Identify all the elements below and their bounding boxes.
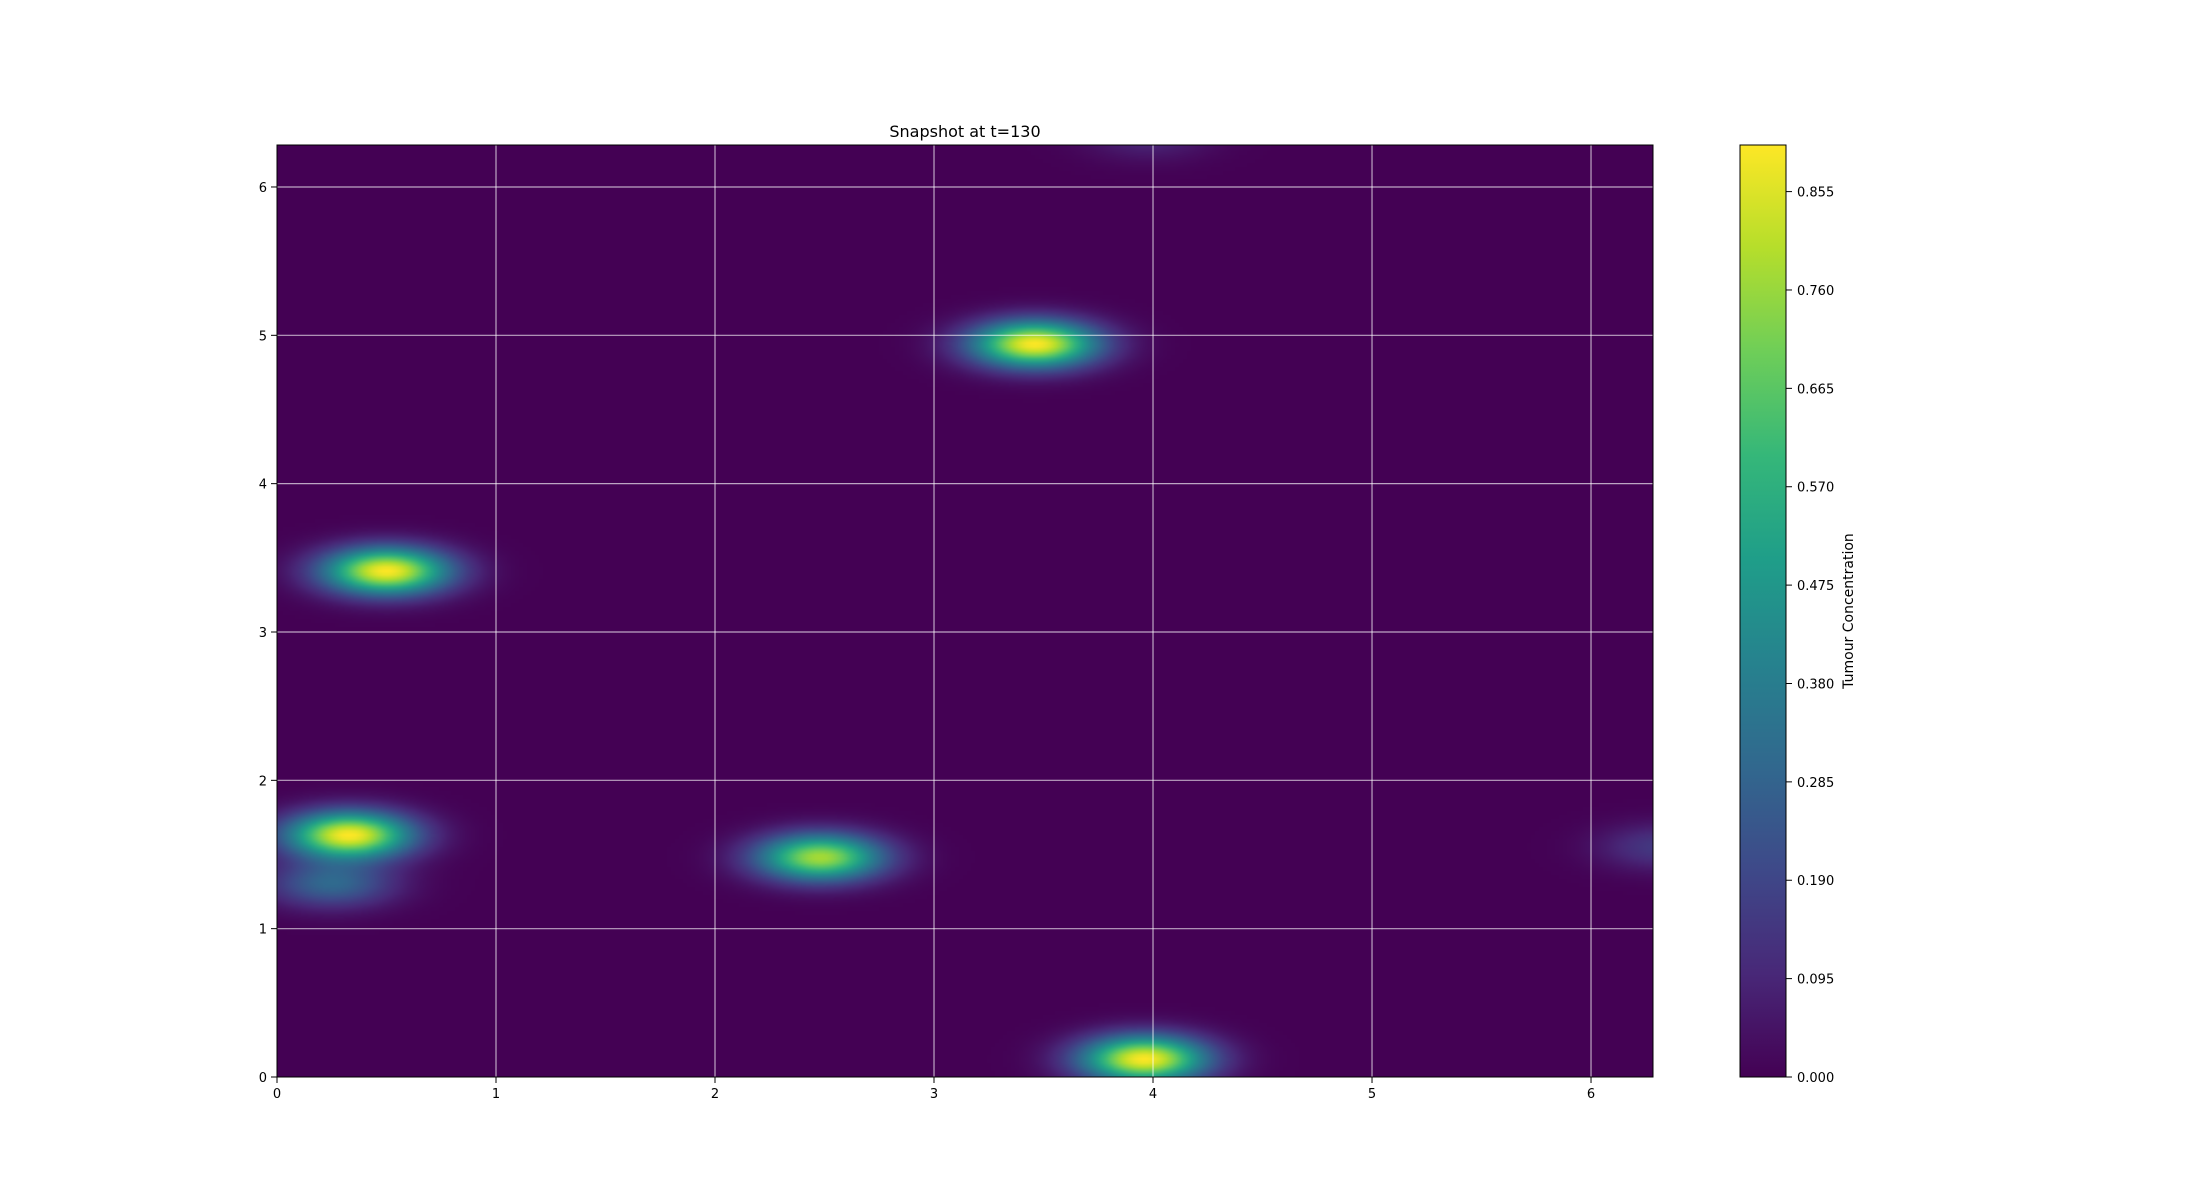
y-tick-label: 0 [259, 1071, 267, 1086]
y-axis: 0 1 2 3 4 5 6 [259, 181, 277, 1086]
colorbar-tick-label: 0.855 [1797, 186, 1834, 201]
x-tick-label: 0 [273, 1087, 281, 1102]
x-tick-label: 6 [1587, 1087, 1595, 1102]
colorbar-tick-label: 0.095 [1797, 973, 1834, 988]
grid-lines [277, 145, 1653, 1077]
colorbar-tick-label: 0.665 [1797, 382, 1834, 397]
colorbar-bar [1739, 144, 1787, 1078]
x-tick-label: 5 [1368, 1087, 1376, 1102]
colorbar-tick-label: 0.000 [1797, 1071, 1834, 1086]
x-tick-label: 4 [1149, 1087, 1157, 1102]
plot-area [276, 144, 1654, 1078]
x-tick-label: 1 [492, 1087, 500, 1102]
heatmap-image [277, 145, 1653, 1077]
x-tick-label: 2 [711, 1087, 719, 1102]
colorbar-tick-label: 0.380 [1797, 677, 1834, 692]
colorbar-tick-label: 0.570 [1797, 481, 1834, 496]
colorbar-tick-label: 0.190 [1797, 874, 1834, 889]
y-tick-label: 5 [259, 329, 267, 344]
y-tick-label: 2 [259, 774, 267, 789]
colorbar-label: Tumour Concentration [1841, 533, 1857, 690]
colorbar: 0.000 0.095 0.190 0.285 0.380 0.475 0.570 0.665… [1739, 144, 1857, 1086]
chart-title: Snapshot at t=130 [889, 122, 1040, 141]
x-axis: 0 1 2 3 4 5 6 [273, 1077, 1595, 1102]
y-tick-label: 6 [259, 181, 267, 196]
colorbar-ticks: 0.000 0.095 0.190 0.285 0.380 0.475 0.570 0.665… [1786, 186, 1834, 1086]
y-tick-label: 3 [259, 626, 267, 641]
y-tick-label: 1 [259, 923, 267, 938]
y-tick-label: 4 [259, 478, 267, 493]
plot-frame [276, 144, 1654, 1078]
colorbar-tick-label: 0.760 [1797, 284, 1834, 299]
colorbar-tick-label: 0.475 [1797, 579, 1834, 594]
x-tick-label: 3 [930, 1087, 938, 1102]
colorbar-tick-label: 0.285 [1797, 776, 1834, 791]
